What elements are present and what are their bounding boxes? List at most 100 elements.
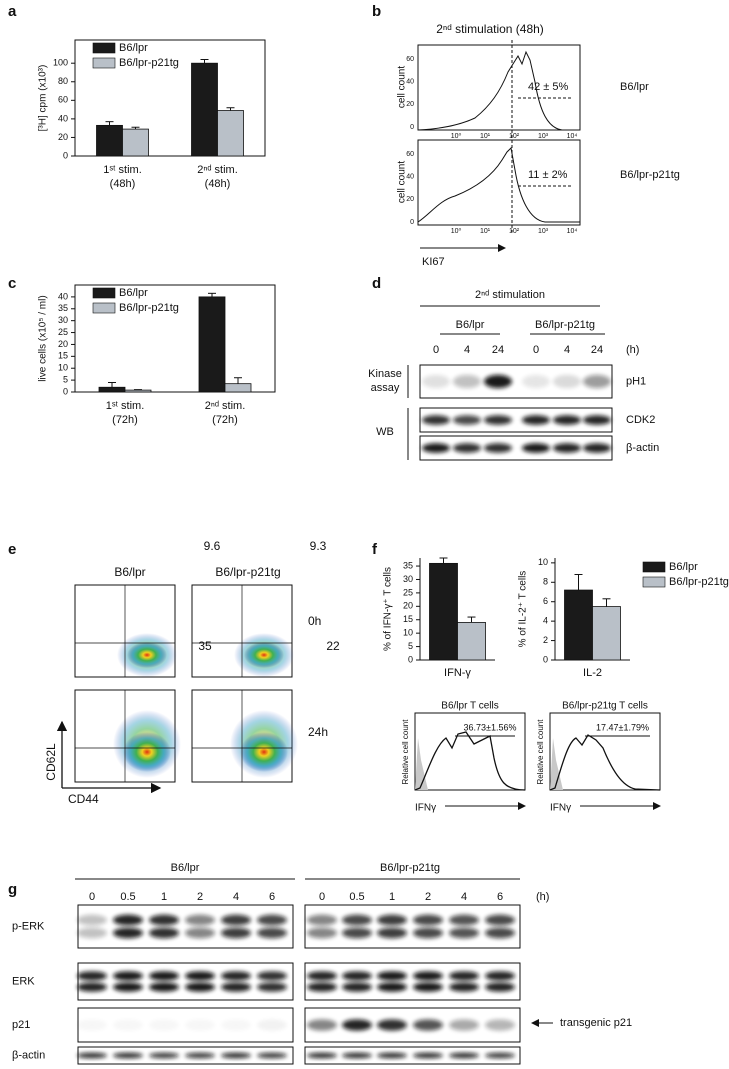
blot-band [149,914,179,926]
blot-band [113,982,143,992]
time-label: 4 [564,344,570,356]
blot-band [185,1019,215,1030]
x-tick-label: 1ˢᵗ stim. [106,400,145,412]
x-tick-label: 10² [509,228,520,235]
bar [124,389,152,393]
blot-band [257,1019,287,1031]
x-tick-label: 10³ [538,228,549,235]
bar [191,62,218,157]
histogram-curve [549,734,661,791]
blot-band [307,914,337,926]
blot-band [113,971,143,981]
column-label: B6/lpr-p21tg [215,565,280,579]
x-tick-label: 10² [509,133,520,140]
y-tick-label: 40 [58,291,68,301]
x-tick-label: 10⁰ [451,227,462,235]
blot-band [307,982,337,992]
y-tick-label: 15 [403,614,413,624]
bar [429,562,458,661]
legend-label: B6/lpr-p21tg [669,576,729,588]
protein-label: CDK2 [626,414,655,426]
y-tick-label: 10 [58,363,68,373]
density-cloud [240,732,288,772]
blot-band [113,1019,143,1030]
y-tick-label: 0 [410,219,414,226]
group-label: B6/lpr-p21tg [620,169,680,181]
blot-band [422,415,450,425]
y-axis-title: Relative cell count [536,719,545,785]
blot-band [422,374,450,389]
protein-label: p21 [12,1019,30,1031]
density-cloud [127,642,167,668]
histogram-frame [549,712,661,791]
time-label: 4 [464,344,470,356]
y-tick-label: 0 [63,386,68,396]
y-axis-title: cell count [397,161,408,203]
y-tick-label: 30 [403,574,413,584]
protein-label: p-ERK [12,920,45,932]
y-tick-label: 15 [58,351,68,361]
blot-band [484,374,512,389]
blot-band [185,971,215,981]
blot-band [307,971,337,981]
x-axis-title: KI67 [422,256,445,268]
x-tick-label: (72h) [112,414,138,426]
blot-frame [77,962,294,1001]
legend-label: B6/lpr [119,287,148,299]
blot-band [257,914,287,926]
annotation: 42 ± 5% [528,81,569,93]
y-tick-label: 40 [406,79,414,86]
chart-frame [74,284,276,393]
section-label: WB [376,426,394,438]
error-bar [602,598,611,607]
blot-band [449,1052,479,1059]
blot-band [221,927,251,939]
x-axis-title: CD44 [68,792,99,806]
blot-band [449,927,479,939]
legend-label: B6/lpr [669,561,698,573]
protein-label: ERK [12,975,35,987]
histogram-title: B6/lpr-p21tg T cells [562,701,648,712]
y-tick-label: 0 [63,150,68,160]
time-label: 0 [533,344,539,356]
time-label: 0 [319,891,325,903]
row-label: 24h [308,725,328,739]
y-tick-label: 40 [406,174,414,181]
blot-frame [77,904,294,949]
annotation: 36.73±1.56% [464,722,517,732]
blot-band [342,982,372,992]
histogram-curve [414,731,526,791]
blot-band [342,1052,372,1059]
y-tick-label: 4 [543,616,548,626]
blot-band [553,415,581,425]
blot-band [449,982,479,992]
blot-frame [77,1007,294,1043]
histogram-frame [417,139,581,226]
y-tick-label: 40 [58,113,68,123]
y-axis-title: live cells (x10⁵ / ml) [38,295,49,381]
group-label: B6/lpr [456,319,485,331]
legend-label: B6/lpr [119,42,148,54]
blot-band [185,914,215,926]
blot-frame [304,962,521,1001]
blot-band [413,971,443,981]
blot-band [307,1052,337,1059]
y-tick-label: 8 [543,577,548,587]
protein-label: β-actin [12,1049,45,1061]
y-tick-label: 25 [58,327,68,337]
error-bar [108,381,116,388]
y-axis-title: % of IFN-γ⁺ T cells [383,567,394,651]
y-axis-title: CD62L [44,743,58,781]
y-tick-label: 10 [538,557,548,567]
time-label: 24 [492,344,504,356]
y-tick-label: 30 [58,315,68,325]
x-tick-label: 10¹ [480,133,491,140]
isotype-fill [415,738,428,790]
blot-band [257,982,287,992]
blot-band [413,914,443,926]
error-bar [439,557,448,564]
y-tick-label: 10 [403,628,413,638]
blot-frame [304,904,521,949]
time-label: 6 [269,891,275,903]
